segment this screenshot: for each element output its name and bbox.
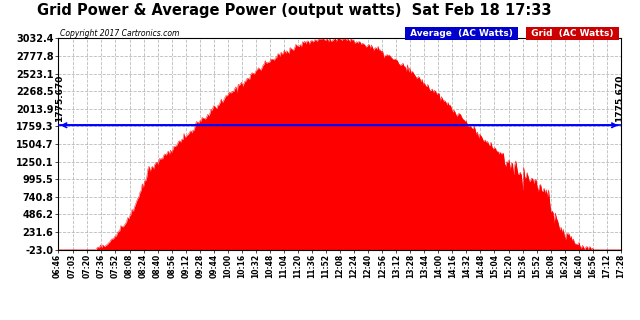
Text: 1775.670: 1775.670	[614, 75, 623, 122]
Text: 1775.670: 1775.670	[55, 75, 64, 122]
Text: Grid Power & Average Power (output watts)  Sat Feb 18 17:33: Grid Power & Average Power (output watts…	[37, 3, 552, 18]
Text: Copyright 2017 Cartronics.com: Copyright 2017 Cartronics.com	[60, 29, 180, 38]
Text: Grid  (AC Watts): Grid (AC Watts)	[528, 29, 616, 38]
Text: Average  (AC Watts): Average (AC Watts)	[407, 29, 516, 38]
